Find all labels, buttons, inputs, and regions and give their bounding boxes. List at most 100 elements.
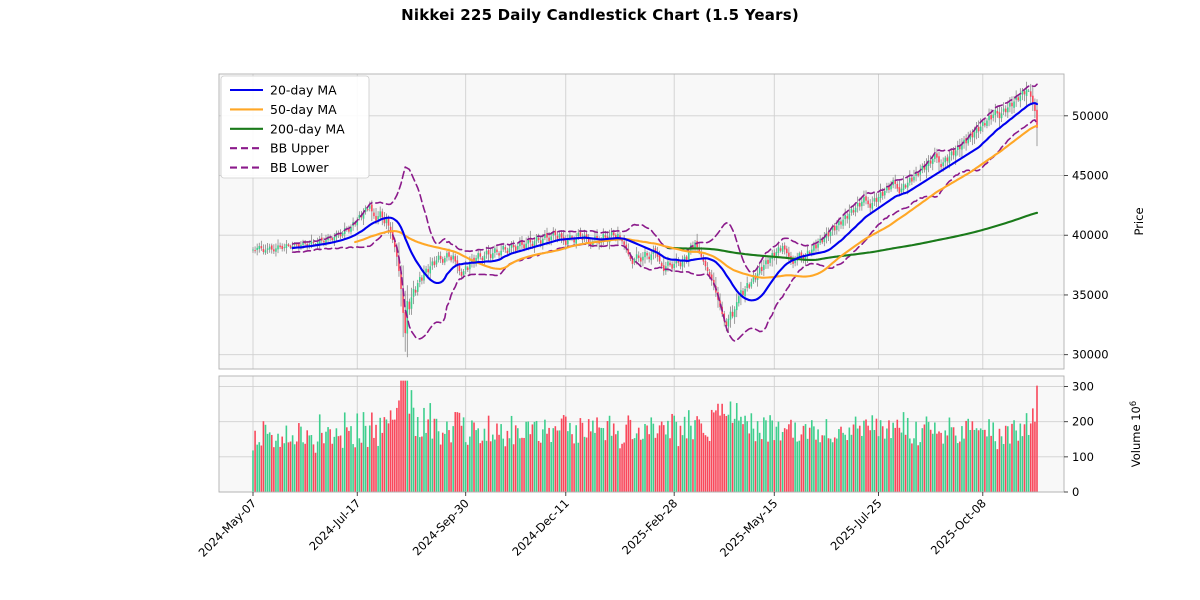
candle-body bbox=[462, 271, 465, 276]
volume-bar bbox=[690, 425, 692, 492]
volume-bar bbox=[460, 425, 463, 492]
bb-lower-line bbox=[291, 119, 1038, 342]
volume-bar bbox=[452, 426, 454, 492]
volume-bar bbox=[836, 438, 838, 492]
volume-bar bbox=[356, 413, 359, 492]
candle-body bbox=[927, 159, 930, 167]
volume-bar bbox=[454, 412, 457, 492]
volume-bar bbox=[998, 428, 1001, 492]
volume-bar bbox=[927, 422, 930, 492]
candle-body bbox=[633, 259, 636, 263]
volume-bar bbox=[487, 415, 490, 492]
volume-bar bbox=[877, 436, 880, 492]
volume-bar bbox=[669, 438, 671, 492]
candle-body bbox=[748, 284, 751, 288]
candle-body bbox=[508, 248, 511, 253]
volume-bar bbox=[704, 435, 707, 492]
volume-bars-group bbox=[252, 380, 1038, 492]
volume-bar bbox=[1023, 424, 1026, 492]
volume-bar bbox=[771, 420, 773, 492]
volume-bar bbox=[346, 427, 348, 492]
candle-body bbox=[850, 208, 853, 213]
volume-bar bbox=[548, 427, 550, 492]
volume-bar bbox=[552, 428, 555, 492]
candle-body bbox=[994, 109, 997, 116]
volume-bar bbox=[287, 442, 290, 492]
candle-body bbox=[894, 179, 897, 184]
volume-bar bbox=[1032, 408, 1034, 492]
volume-bar bbox=[925, 416, 928, 492]
date-tick-label: 2025-Feb-28 bbox=[619, 496, 680, 557]
candle-body bbox=[414, 289, 417, 293]
volume-tick-label: 0 bbox=[1072, 485, 1079, 499]
volume-bar bbox=[556, 430, 559, 492]
candle-body bbox=[934, 154, 936, 160]
candle-body bbox=[948, 156, 951, 163]
volume-bar bbox=[323, 443, 325, 492]
volume-bar bbox=[648, 434, 650, 492]
volume-bar bbox=[988, 419, 990, 492]
volume-bar bbox=[298, 423, 300, 492]
volume-bar bbox=[602, 428, 605, 492]
volume-bar bbox=[366, 446, 369, 492]
candle-body bbox=[510, 243, 513, 248]
volume-bar bbox=[886, 428, 888, 492]
volume-bar bbox=[894, 427, 897, 492]
volume-axis-title-exponent: 6 bbox=[1129, 401, 1139, 406]
volume-bar bbox=[270, 434, 273, 492]
volume-tick-label: 200 bbox=[1072, 415, 1094, 429]
candle-body bbox=[512, 244, 515, 248]
volume-bar bbox=[871, 415, 874, 492]
volume-bar bbox=[844, 434, 846, 492]
volume-bar bbox=[619, 448, 621, 492]
volume-bar bbox=[581, 422, 584, 492]
volume-bar bbox=[592, 420, 594, 492]
candle-body bbox=[252, 249, 254, 251]
volume-bar bbox=[594, 432, 596, 492]
candle-body bbox=[377, 216, 379, 220]
candle-body bbox=[692, 245, 694, 249]
volume-bar bbox=[1034, 421, 1036, 492]
volume-bar bbox=[798, 440, 801, 492]
candle-body bbox=[783, 245, 786, 250]
candle-body bbox=[289, 245, 292, 248]
candle-body bbox=[919, 170, 922, 175]
volume-bar bbox=[546, 433, 548, 492]
volume-bar bbox=[314, 452, 317, 492]
candle-body bbox=[677, 260, 680, 263]
candle-body bbox=[612, 232, 615, 236]
volume-bar bbox=[352, 444, 354, 492]
volume-bar bbox=[310, 435, 313, 492]
volume-bar bbox=[906, 417, 909, 492]
candle-body bbox=[744, 288, 746, 297]
candle-body bbox=[506, 250, 509, 254]
candle-body bbox=[589, 242, 592, 246]
candle-body bbox=[293, 243, 296, 245]
candle-body bbox=[992, 114, 995, 119]
volume-bar bbox=[258, 442, 261, 492]
candle-body bbox=[687, 251, 690, 260]
volume-bar bbox=[464, 442, 467, 492]
volume-bar bbox=[881, 426, 884, 492]
volume-bar bbox=[383, 417, 386, 492]
candle-body bbox=[838, 220, 840, 226]
volume-bar bbox=[683, 416, 686, 492]
volume-bar bbox=[325, 431, 327, 492]
candle-body bbox=[325, 240, 327, 244]
candle-body bbox=[273, 249, 275, 252]
volume-bar bbox=[783, 428, 786, 492]
volume-tick-label: 300 bbox=[1072, 380, 1094, 394]
candle-body bbox=[858, 202, 861, 207]
volume-bar bbox=[829, 438, 832, 492]
volume-bar bbox=[919, 442, 922, 492]
candle-body bbox=[275, 248, 277, 252]
volume-bar bbox=[425, 432, 427, 492]
volume-bar bbox=[929, 429, 932, 492]
volume-bar bbox=[444, 433, 446, 492]
volume-bar bbox=[950, 427, 953, 492]
candle-body bbox=[746, 283, 748, 289]
volume-bar bbox=[623, 442, 625, 492]
candle-body bbox=[1036, 109, 1038, 128]
candle-body bbox=[310, 241, 313, 245]
volume-bar bbox=[450, 442, 452, 492]
